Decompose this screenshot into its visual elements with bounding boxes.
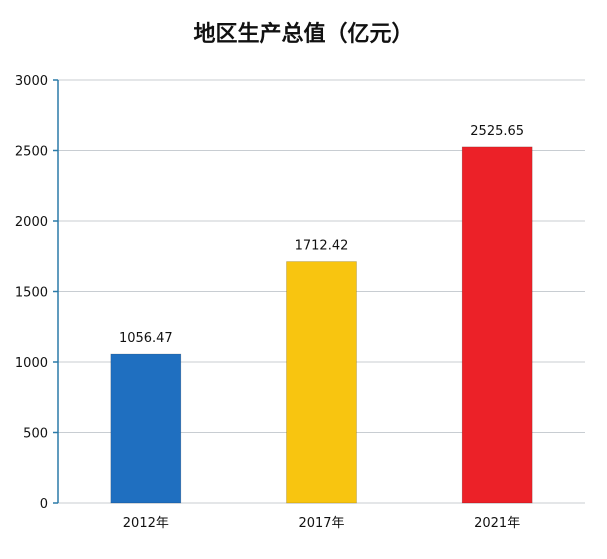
bar-0 (110, 353, 182, 504)
data-label: 2525.65 (470, 124, 524, 139)
data-label: 1056.47 (119, 331, 173, 346)
bar-2 (461, 146, 533, 504)
data-label: 1712.42 (295, 239, 349, 254)
y-tick-label: 0 (40, 497, 48, 512)
y-tick-label: 3000 (15, 74, 48, 89)
x-tick-label: 2017年 (298, 516, 344, 531)
x-tick-label: 2021年 (474, 516, 520, 531)
chart-title: 地区生产总值（亿元） (193, 21, 414, 47)
y-tick-label: 2000 (15, 215, 48, 230)
y-tick-label: 2500 (15, 145, 48, 160)
y-tick-label: 1500 (15, 286, 48, 301)
y-tick-label: 500 (23, 427, 48, 442)
bar-1 (286, 261, 357, 504)
x-tick-label: 2012年 (123, 516, 169, 531)
y-tick-label: 1000 (15, 356, 48, 371)
